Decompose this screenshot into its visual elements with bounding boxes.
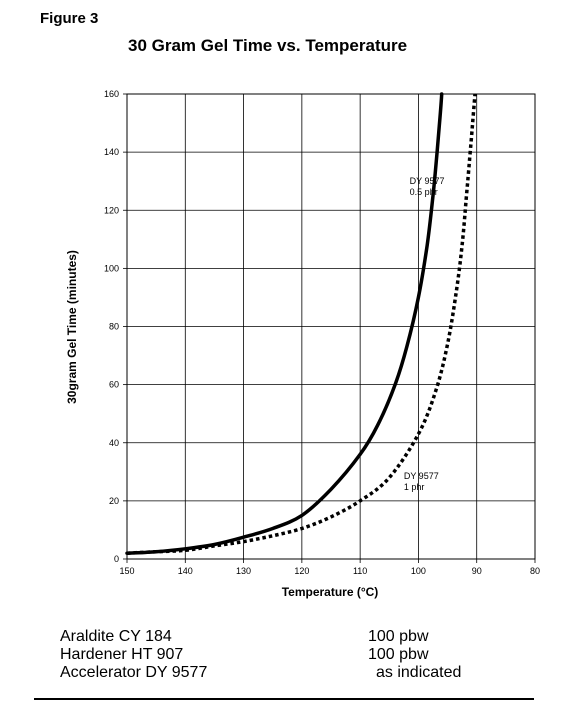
x-tick-label: 80 [530,566,540,576]
y-tick-label: 160 [104,89,119,99]
x-tick-label: 120 [294,566,309,576]
tick-labels: 150 140 130 120 110 100 90 80 0 20 40 60 80 100 120 140… [104,89,540,576]
figure-label: Figure 3 [40,10,99,27]
y-tick-label: 20 [109,496,119,506]
x-axis-title: Temperature (°C) [282,585,379,599]
component-name: Araldite CY 184 [60,628,172,645]
chart-title: 30 Gram Gel Time vs. Temperature [128,36,408,55]
series-annotation: 0.5 phr [410,187,438,197]
grid [123,93,536,563]
component-amount: 100 pbw [368,646,429,663]
y-tick-label: 0 [114,554,119,564]
x-tick-label: 130 [236,566,251,576]
component-amount: as indicated [376,664,462,681]
y-tick-label: 80 [109,322,119,332]
x-tick-label: 140 [178,566,193,576]
y-tick-label: 100 [104,263,119,273]
y-tick-label: 120 [104,205,119,215]
series-annotation: DY 9577 [404,471,439,481]
series [125,92,477,555]
formulation-row: Hardener HT 907 100 pbw [60,646,530,664]
formulation-row: Accelerator DY 9577 as indicated [60,664,530,682]
component-name: Hardener HT 907 [60,646,184,663]
x-tick-label: 90 [472,566,482,576]
formulation-list: Araldite CY 184 100 pbw Hardener HT 907 … [60,628,530,682]
component-amount: 100 pbw [368,628,429,645]
series-annotation: DY 9577 [410,176,445,186]
component-name: Accelerator DY 9577 [60,664,208,681]
x-tick-label: 150 [119,566,134,576]
series-line-0.5phr [125,92,444,555]
series-line-1phr [126,93,477,555]
x-tick-label: 110 [353,566,367,576]
formulation-row: Araldite CY 184 100 pbw [60,628,530,646]
y-tick-label: 40 [109,438,119,448]
series-annotation: 1 phr [404,482,425,492]
y-tick-label: 60 [109,380,119,390]
y-axis-title: 30gram Gel Time (minutes) [65,250,79,404]
y-tick-label: 140 [104,147,119,157]
bottom-rule [34,698,534,700]
gel-time-chart: 150 140 130 120 110 100 90 80 0 20 40 60 80 100 120 140… [65,89,540,599]
x-tick-label: 100 [411,566,426,576]
